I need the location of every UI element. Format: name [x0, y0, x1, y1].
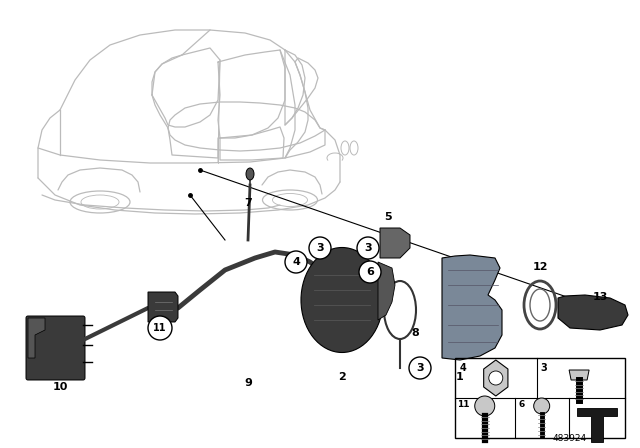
Text: 6: 6	[366, 267, 374, 277]
Text: 4: 4	[460, 363, 467, 373]
Polygon shape	[148, 292, 178, 322]
Text: 13: 13	[592, 292, 608, 302]
Text: 1: 1	[456, 372, 464, 382]
Text: 12: 12	[532, 262, 548, 272]
Circle shape	[409, 357, 431, 379]
Polygon shape	[378, 262, 395, 320]
Polygon shape	[558, 295, 628, 330]
Circle shape	[285, 251, 307, 273]
Polygon shape	[442, 255, 502, 360]
Text: 11: 11	[153, 323, 167, 333]
Polygon shape	[484, 360, 508, 396]
Text: 8: 8	[411, 328, 419, 338]
Circle shape	[475, 396, 495, 416]
Text: 3: 3	[316, 243, 324, 253]
FancyBboxPatch shape	[26, 316, 85, 380]
Circle shape	[148, 316, 172, 340]
Text: 3: 3	[364, 243, 372, 253]
Polygon shape	[28, 318, 45, 358]
Circle shape	[534, 398, 550, 414]
Text: 2: 2	[338, 372, 346, 382]
Text: 4: 4	[292, 257, 300, 267]
Text: 7: 7	[244, 198, 252, 208]
Text: 10: 10	[52, 382, 68, 392]
Text: 9: 9	[244, 378, 252, 388]
Text: 483924: 483924	[553, 434, 587, 443]
Circle shape	[357, 237, 379, 259]
Circle shape	[309, 237, 331, 259]
Text: 3: 3	[416, 363, 424, 373]
Ellipse shape	[301, 247, 383, 353]
Text: 6: 6	[518, 400, 525, 409]
Circle shape	[489, 371, 503, 385]
Text: 5: 5	[384, 212, 392, 222]
Ellipse shape	[246, 168, 254, 180]
Polygon shape	[380, 228, 410, 258]
Polygon shape	[577, 408, 617, 442]
Circle shape	[359, 261, 381, 283]
Text: 3: 3	[541, 363, 547, 373]
Polygon shape	[569, 370, 589, 380]
Text: 11: 11	[457, 400, 470, 409]
